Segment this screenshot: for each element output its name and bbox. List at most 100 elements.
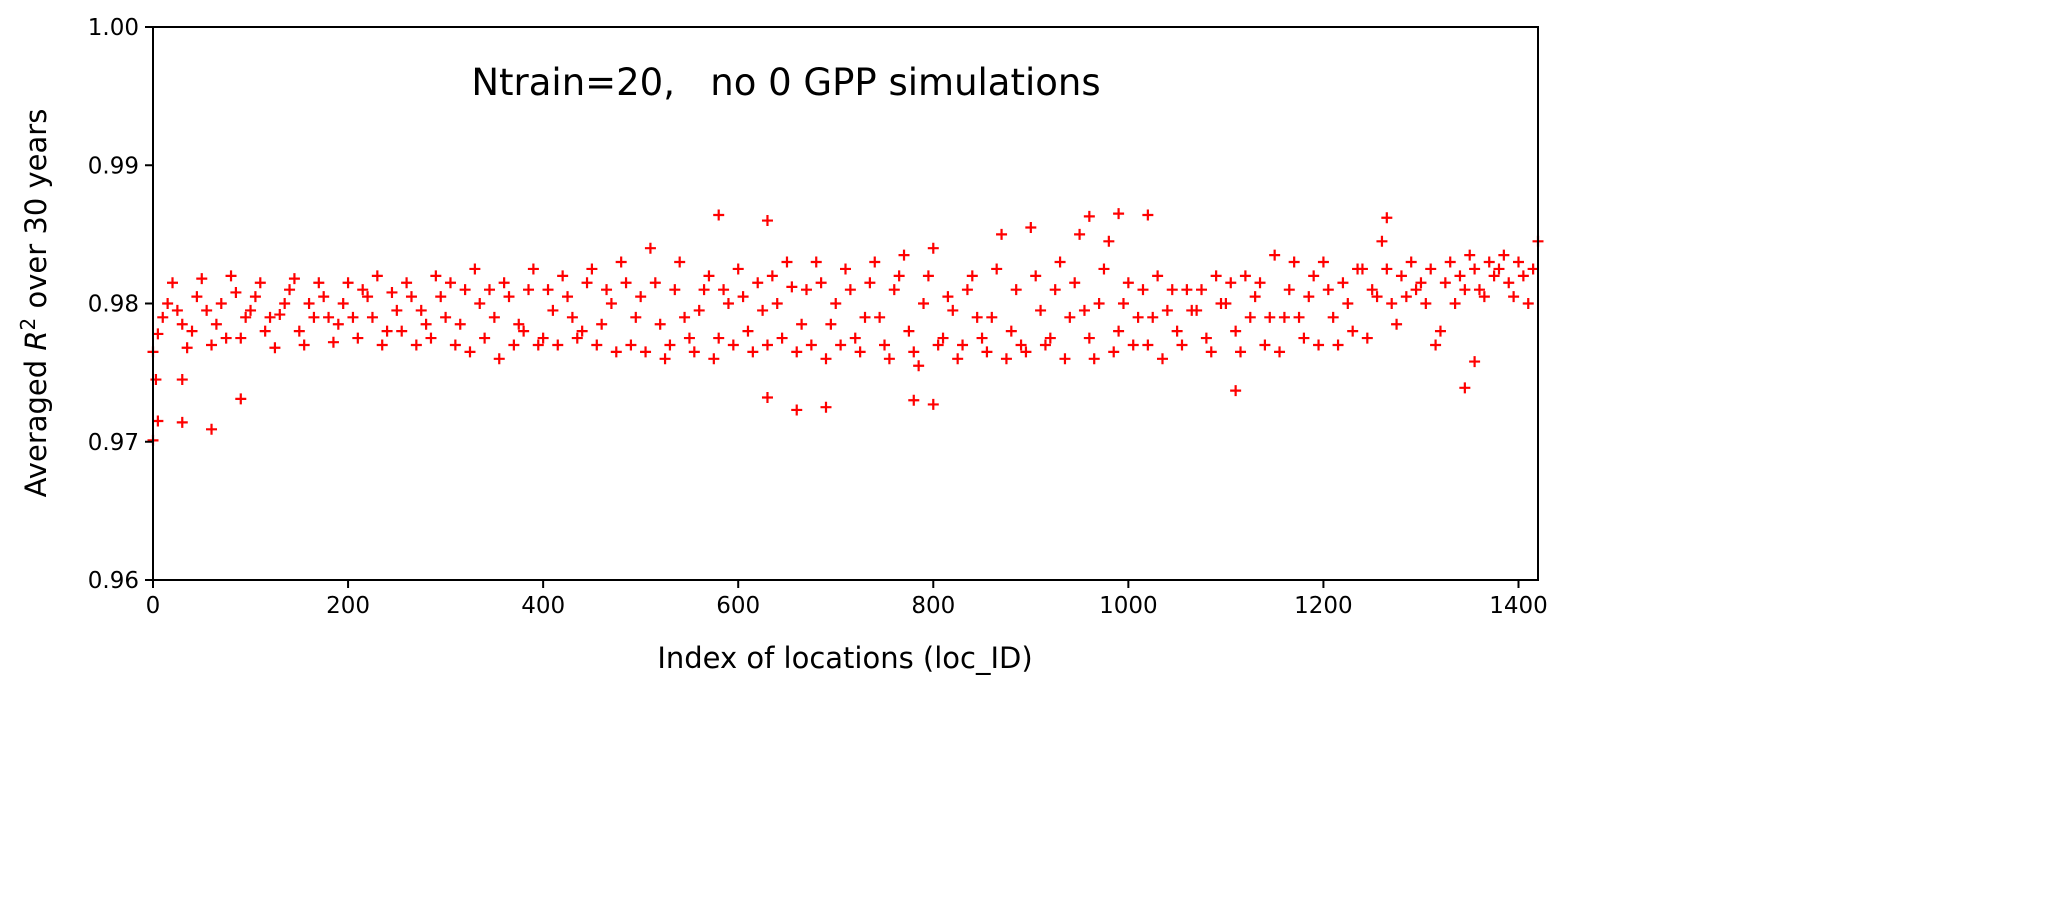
data-point bbox=[513, 318, 525, 330]
y-tick-label: 0.99 bbox=[88, 153, 139, 179]
data-point bbox=[1303, 291, 1315, 303]
data-point bbox=[332, 318, 344, 330]
x-tick-label: 800 bbox=[911, 593, 955, 619]
data-point bbox=[254, 277, 266, 289]
data-point bbox=[703, 270, 715, 282]
data-point bbox=[386, 286, 398, 298]
data-point bbox=[381, 325, 393, 337]
x-axis: 0 200 400 600 800 1000 1200 1400 bbox=[146, 580, 1548, 619]
data-point bbox=[1210, 270, 1222, 282]
data-point bbox=[1498, 249, 1510, 261]
data-point bbox=[1376, 235, 1388, 247]
data-point bbox=[1405, 256, 1417, 268]
data-point bbox=[1527, 263, 1539, 275]
data-point bbox=[347, 311, 359, 323]
data-point bbox=[820, 401, 832, 413]
data-point bbox=[1459, 382, 1471, 394]
data-point bbox=[722, 298, 734, 309]
data-point bbox=[508, 339, 520, 351]
data-point bbox=[1381, 263, 1393, 275]
data-point bbox=[1093, 298, 1105, 309]
data-point bbox=[264, 311, 276, 323]
y-tick-label: 1.00 bbox=[88, 15, 139, 41]
data-point bbox=[323, 311, 335, 323]
data-point bbox=[1030, 270, 1042, 282]
data-point bbox=[274, 309, 286, 321]
scatter-points bbox=[147, 208, 1544, 446]
data-point bbox=[1459, 284, 1471, 296]
data-point bbox=[732, 263, 744, 275]
data-point bbox=[781, 256, 793, 268]
data-point bbox=[1278, 311, 1290, 323]
data-point bbox=[167, 277, 179, 289]
data-point bbox=[1464, 249, 1476, 261]
data-point bbox=[1181, 284, 1193, 296]
data-point bbox=[1522, 298, 1534, 309]
data-point bbox=[1420, 298, 1432, 309]
data-point bbox=[1117, 298, 1129, 309]
data-point bbox=[1113, 325, 1125, 337]
data-point bbox=[488, 311, 500, 323]
data-point bbox=[371, 270, 383, 282]
y-tick-label: 0.98 bbox=[88, 292, 139, 318]
data-point bbox=[1473, 284, 1485, 296]
data-point bbox=[366, 311, 378, 323]
data-point bbox=[1430, 339, 1442, 351]
data-point bbox=[713, 332, 725, 344]
data-point bbox=[679, 311, 691, 323]
x-tick-label: 1400 bbox=[1489, 593, 1548, 619]
data-point bbox=[981, 346, 993, 358]
y-tick-label: 0.96 bbox=[88, 568, 139, 594]
data-point bbox=[288, 273, 300, 285]
data-point bbox=[757, 304, 769, 316]
data-point bbox=[391, 304, 403, 316]
data-point bbox=[152, 415, 164, 427]
chart-title: Ntrain=20, no 0 GPP simulations bbox=[471, 61, 1100, 104]
data-point bbox=[440, 311, 452, 323]
data-point bbox=[1230, 385, 1242, 397]
data-point bbox=[932, 339, 944, 351]
y-label-suffix: over 30 years bbox=[19, 109, 53, 318]
data-point bbox=[230, 286, 242, 298]
data-point bbox=[1156, 353, 1168, 365]
data-point bbox=[1410, 284, 1422, 296]
data-point bbox=[1508, 291, 1520, 303]
data-point bbox=[479, 332, 491, 344]
data-point bbox=[1512, 256, 1524, 268]
data-point bbox=[269, 342, 281, 354]
plot-frame bbox=[152, 26, 1539, 581]
data-point bbox=[435, 291, 447, 303]
data-point bbox=[562, 291, 574, 303]
data-point bbox=[644, 242, 656, 254]
data-point bbox=[1288, 256, 1300, 268]
data-point bbox=[1239, 270, 1251, 282]
data-point bbox=[1142, 209, 1154, 221]
data-point bbox=[191, 291, 203, 303]
data-point bbox=[761, 392, 773, 404]
data-point bbox=[796, 318, 808, 330]
data-point bbox=[1434, 325, 1446, 337]
data-point bbox=[820, 353, 832, 365]
data-point bbox=[430, 270, 442, 282]
data-point bbox=[362, 291, 374, 303]
data-point bbox=[444, 277, 456, 289]
data-point bbox=[181, 342, 193, 354]
data-point bbox=[1259, 339, 1271, 351]
y-tick-label: 0.97 bbox=[88, 430, 139, 456]
data-point bbox=[996, 228, 1008, 240]
data-point bbox=[1235, 346, 1247, 358]
data-point bbox=[245, 304, 257, 316]
data-point bbox=[396, 325, 408, 337]
data-point bbox=[357, 284, 369, 296]
data-point bbox=[991, 263, 1003, 275]
data-point bbox=[1005, 325, 1017, 337]
data-point bbox=[810, 256, 822, 268]
data-point bbox=[874, 311, 886, 323]
data-point bbox=[766, 270, 778, 282]
data-point bbox=[483, 284, 495, 296]
data-point bbox=[1069, 277, 1081, 289]
data-point bbox=[464, 346, 476, 358]
data-point bbox=[1186, 304, 1198, 316]
x-tick-label: 400 bbox=[521, 593, 565, 619]
data-point bbox=[1337, 277, 1349, 289]
